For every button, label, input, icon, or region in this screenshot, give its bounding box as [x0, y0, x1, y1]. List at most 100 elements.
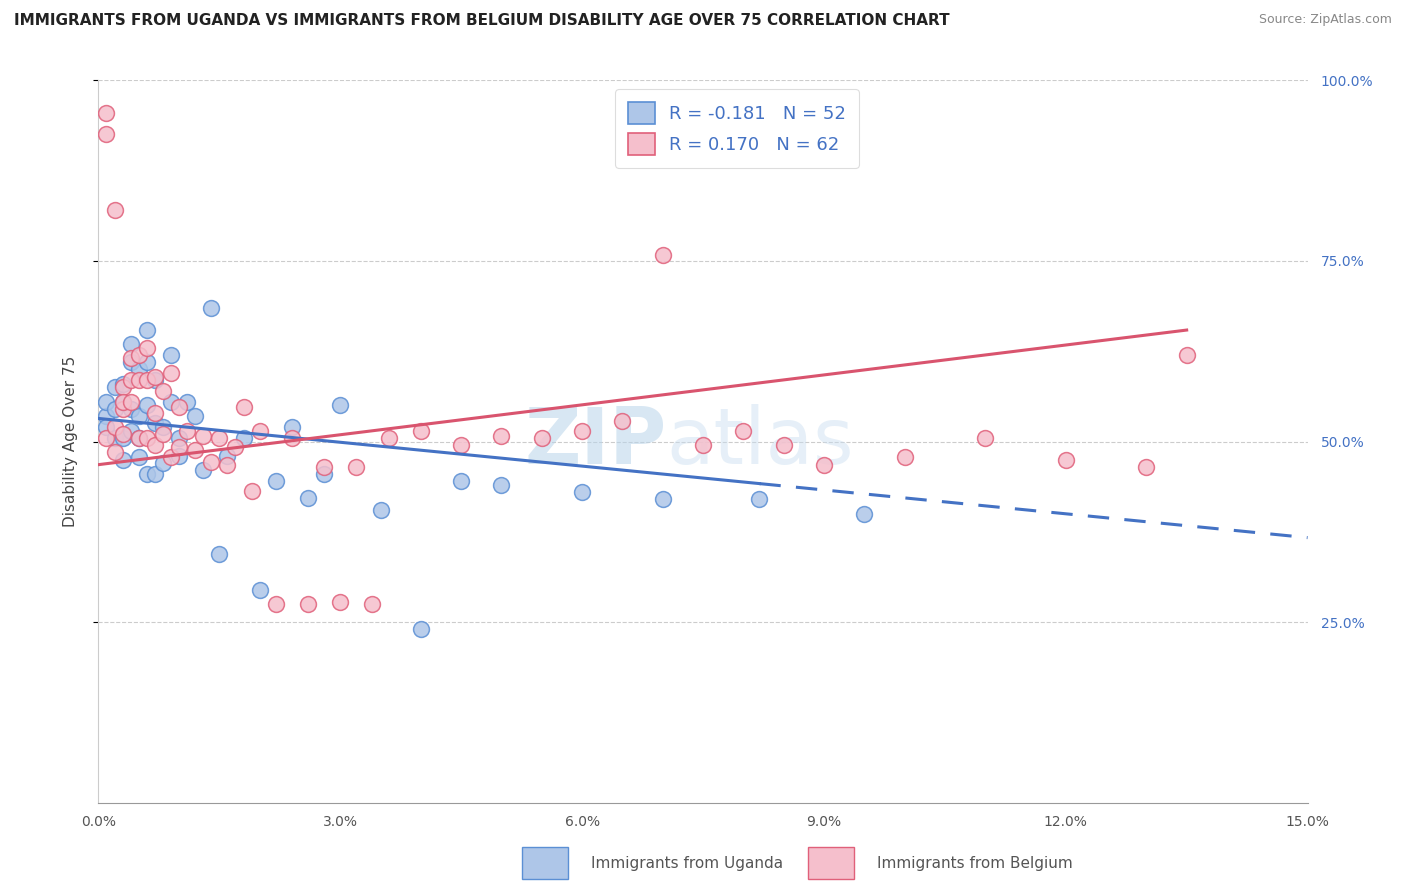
Point [530, 431, 553, 445]
Point [409, 623, 432, 637]
Point [143, 467, 166, 481]
Point [128, 431, 150, 445]
Point [167, 440, 190, 454]
Point [893, 450, 915, 465]
Point [128, 373, 150, 387]
Point [135, 355, 157, 369]
Point [344, 459, 367, 474]
Point [200, 455, 222, 469]
Point [249, 582, 271, 597]
Point [361, 597, 384, 611]
Point [297, 491, 319, 505]
Point [160, 348, 183, 362]
Point [853, 507, 876, 521]
Point [176, 394, 198, 409]
Point [232, 400, 254, 414]
Point [135, 467, 157, 481]
Text: atlas: atlas [666, 403, 855, 480]
Point [135, 373, 157, 387]
Point [167, 431, 190, 445]
Point [733, 424, 755, 438]
Point [120, 424, 142, 438]
Point [314, 467, 336, 481]
Point [103, 380, 125, 394]
Legend: R = -0.181   N = 52, R = 0.170   N = 62: R = -0.181 N = 52, R = 0.170 N = 62 [616, 89, 859, 168]
Text: ZIP: ZIP [524, 403, 666, 480]
Point [143, 417, 166, 431]
Point [217, 449, 239, 463]
Point [135, 341, 157, 355]
Point [103, 445, 125, 459]
Point [111, 380, 134, 394]
Point [152, 427, 174, 442]
Point [208, 431, 231, 445]
Point [143, 438, 166, 452]
Point [240, 483, 263, 498]
Point [143, 406, 166, 420]
Point [974, 431, 997, 445]
Point [184, 443, 207, 458]
Point [152, 456, 174, 470]
Point [217, 458, 239, 472]
Point [128, 348, 150, 362]
Point [111, 394, 134, 409]
Point [120, 355, 142, 369]
Point [143, 373, 166, 387]
Point [120, 337, 142, 351]
Point [264, 597, 287, 611]
Y-axis label: Disability Age Over 75: Disability Age Over 75 [63, 356, 77, 527]
Text: Source: ZipAtlas.com: Source: ZipAtlas.com [1258, 13, 1392, 27]
Point [748, 492, 770, 507]
Point [160, 450, 183, 465]
Point [152, 384, 174, 398]
Point [1054, 452, 1077, 467]
Point [103, 203, 125, 218]
Point [120, 373, 142, 387]
Point [224, 440, 246, 454]
Point [491, 429, 513, 443]
Point [111, 376, 134, 391]
Point [135, 322, 157, 336]
Point [692, 438, 714, 452]
FancyBboxPatch shape [807, 847, 855, 880]
Point [120, 402, 142, 417]
Point [103, 420, 125, 434]
Point [167, 400, 190, 414]
Point [135, 431, 157, 445]
Point [193, 429, 215, 443]
Point [491, 478, 513, 492]
Point [167, 449, 190, 463]
Point [143, 369, 166, 384]
FancyBboxPatch shape [522, 847, 568, 880]
Point [370, 503, 392, 517]
Point [96, 394, 118, 409]
Point [281, 431, 304, 445]
Point [200, 301, 222, 315]
Point [571, 485, 593, 500]
Point [111, 402, 134, 417]
Point [314, 459, 336, 474]
Point [128, 362, 150, 376]
Point [651, 492, 673, 507]
Point [813, 458, 835, 472]
Point [128, 431, 150, 445]
Point [96, 105, 118, 120]
Point [176, 424, 198, 438]
Point [96, 431, 118, 445]
Point [184, 409, 207, 424]
Text: Immigrants from Uganda: Immigrants from Uganda [591, 855, 783, 871]
Point [612, 414, 634, 428]
Point [377, 431, 399, 445]
Point [329, 595, 352, 609]
Point [120, 351, 142, 366]
Point [450, 475, 472, 489]
Point [160, 394, 183, 409]
Point [450, 438, 472, 452]
Point [128, 409, 150, 424]
Point [120, 394, 142, 409]
Point [152, 420, 174, 434]
Text: IMMIGRANTS FROM UGANDA VS IMMIGRANTS FROM BELGIUM DISABILITY AGE OVER 75 CORRELA: IMMIGRANTS FROM UGANDA VS IMMIGRANTS FRO… [14, 13, 949, 29]
Point [111, 394, 134, 409]
Point [1175, 348, 1198, 362]
Point [281, 420, 304, 434]
